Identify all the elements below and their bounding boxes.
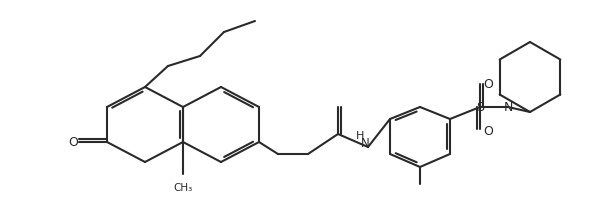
Text: S: S [476, 101, 484, 114]
Text: O: O [68, 136, 78, 149]
Text: O: O [483, 125, 493, 138]
Text: N: N [361, 137, 369, 150]
Text: O: O [483, 78, 493, 91]
Text: N: N [503, 101, 513, 114]
Text: CH₃: CH₃ [173, 182, 193, 192]
Text: H: H [356, 130, 364, 140]
